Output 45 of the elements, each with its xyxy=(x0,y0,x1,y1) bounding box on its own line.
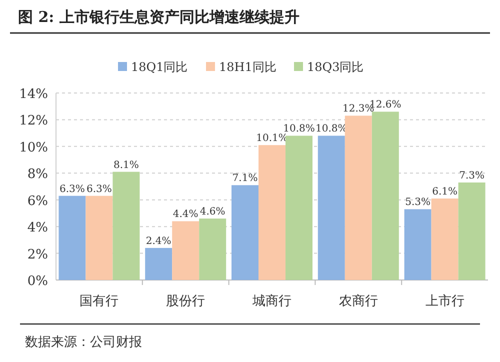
data-label: 8.1% xyxy=(113,160,139,171)
data-label: 10.8% xyxy=(316,124,348,135)
data-label: 7.3% xyxy=(459,170,485,182)
x-tick-label: 股份行 xyxy=(166,294,206,309)
bar xyxy=(145,248,172,280)
x-tick-label: 上市行 xyxy=(425,294,464,309)
data-label: 6.3% xyxy=(86,184,112,195)
y-tick-label: 14% xyxy=(19,87,48,102)
legend-label: 18Q3同比 xyxy=(307,60,364,74)
bar xyxy=(112,172,140,280)
title: 图 2: 上市银行生息资产同比增速继续提升 xyxy=(18,8,300,26)
y-tick-label: 0% xyxy=(27,274,48,289)
bar xyxy=(232,185,258,280)
data-label: 7.1% xyxy=(232,173,258,184)
data-label: 6.3% xyxy=(59,184,85,195)
bar xyxy=(258,145,286,280)
bar xyxy=(404,209,432,280)
bar xyxy=(458,182,486,280)
data-label: 10.8% xyxy=(283,124,315,135)
data-label: 5.3% xyxy=(405,197,431,208)
bar xyxy=(172,221,200,280)
y-tick-label: 6% xyxy=(27,194,48,209)
bar xyxy=(286,136,312,280)
bar xyxy=(344,116,372,280)
y-tick-label: 10% xyxy=(19,140,48,156)
data-label: 4.4% xyxy=(172,209,198,220)
source-note: 数据来源：公司财报 xyxy=(25,335,142,350)
legend-label: 18H1同比 xyxy=(219,60,276,74)
bar xyxy=(58,196,86,280)
bar xyxy=(372,112,399,280)
bar xyxy=(431,198,458,280)
data-label: 6.1% xyxy=(432,186,458,198)
bar xyxy=(86,196,113,280)
data-label: 4.6% xyxy=(200,206,226,218)
data-label: 2.4% xyxy=(146,236,172,247)
y-tick-label: 8% xyxy=(27,167,48,182)
y-tick-label: 12% xyxy=(19,114,48,129)
legend-label: 18Q1同比 xyxy=(131,60,188,74)
bar xyxy=(318,136,345,280)
y-tick-label: 4% xyxy=(27,220,48,236)
y-tick-label: 2% xyxy=(27,247,48,262)
x-tick-label: 城商行 xyxy=(252,294,292,309)
bar xyxy=(199,218,226,280)
x-tick-label: 农商行 xyxy=(338,294,378,309)
x-tick-label: 国有行 xyxy=(80,294,119,309)
